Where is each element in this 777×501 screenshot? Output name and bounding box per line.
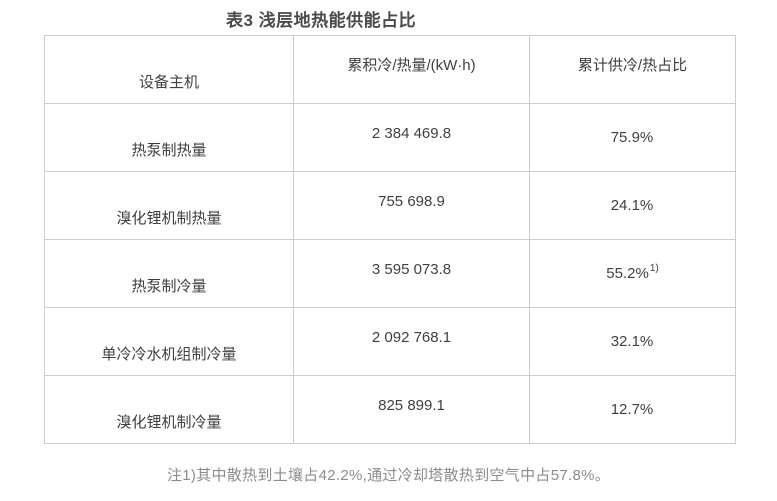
cell-energy: 755 698.9 xyxy=(293,171,530,240)
cell-device: 单冷冷水机组制冷量 xyxy=(44,307,294,376)
table-row: 热泵制热量 2 384 469.8 75.9% xyxy=(44,103,736,172)
cell-device: 热泵制热量 xyxy=(44,103,294,172)
ratio-value: 55.2% xyxy=(606,265,649,282)
cell-device: 溴化锂机制热量 xyxy=(44,171,294,240)
column-header-device: 设备主机 xyxy=(44,35,294,104)
footnote-reference: 1) xyxy=(649,263,659,274)
cell-energy: 2 384 469.8 xyxy=(293,103,530,172)
cell-ratio: 55.2%1) xyxy=(529,239,736,308)
column-header-energy: 累积冷/热量/(kW·h) xyxy=(293,35,530,104)
table-row: 溴化锂机制热量 755 698.9 24.1% xyxy=(44,171,736,240)
cell-device: 热泵制冷量 xyxy=(44,239,294,308)
ratio-value: 12.7% xyxy=(610,401,654,418)
column-header-ratio: 累计供冷/热占比 xyxy=(529,35,736,104)
cell-energy: 3 595 073.8 xyxy=(293,239,530,308)
ratio-value: 32.1% xyxy=(610,333,654,350)
ratio-value: 24.1% xyxy=(610,197,654,214)
table-row: 热泵制冷量 3 595 073.8 55.2%1) xyxy=(44,239,736,308)
data-table: 设备主机 累积冷/热量/(kW·h) 累计供冷/热占比 热泵制热量 2 384 … xyxy=(44,35,736,444)
cell-ratio: 12.7% xyxy=(529,375,736,444)
table-header-row: 设备主机 累积冷/热量/(kW·h) 累计供冷/热占比 xyxy=(44,35,736,104)
cell-ratio: 75.9% xyxy=(529,103,736,172)
table-footnote: 注1)其中散热到土壤占42.2%,通过冷却塔散热到空气中占57.8%。 xyxy=(166,467,611,484)
cell-energy: 2 092 768.1 xyxy=(293,307,530,376)
table-row: 单冷冷水机组制冷量 2 092 768.1 32.1% xyxy=(44,307,736,376)
cell-ratio: 24.1% xyxy=(529,171,736,240)
cell-energy: 825 899.1 xyxy=(293,375,530,444)
table-title: 表3 浅层地热能供能占比 xyxy=(226,11,417,30)
cell-ratio: 32.1% xyxy=(529,307,736,376)
ratio-value: 75.9% xyxy=(610,129,654,146)
cell-device: 溴化锂机制冷量 xyxy=(44,375,294,444)
table-row: 溴化锂机制冷量 825 899.1 12.7% xyxy=(44,375,736,444)
table-body: 热泵制热量 2 384 469.8 75.9% 溴化锂机制热量 755 698.… xyxy=(44,103,736,444)
